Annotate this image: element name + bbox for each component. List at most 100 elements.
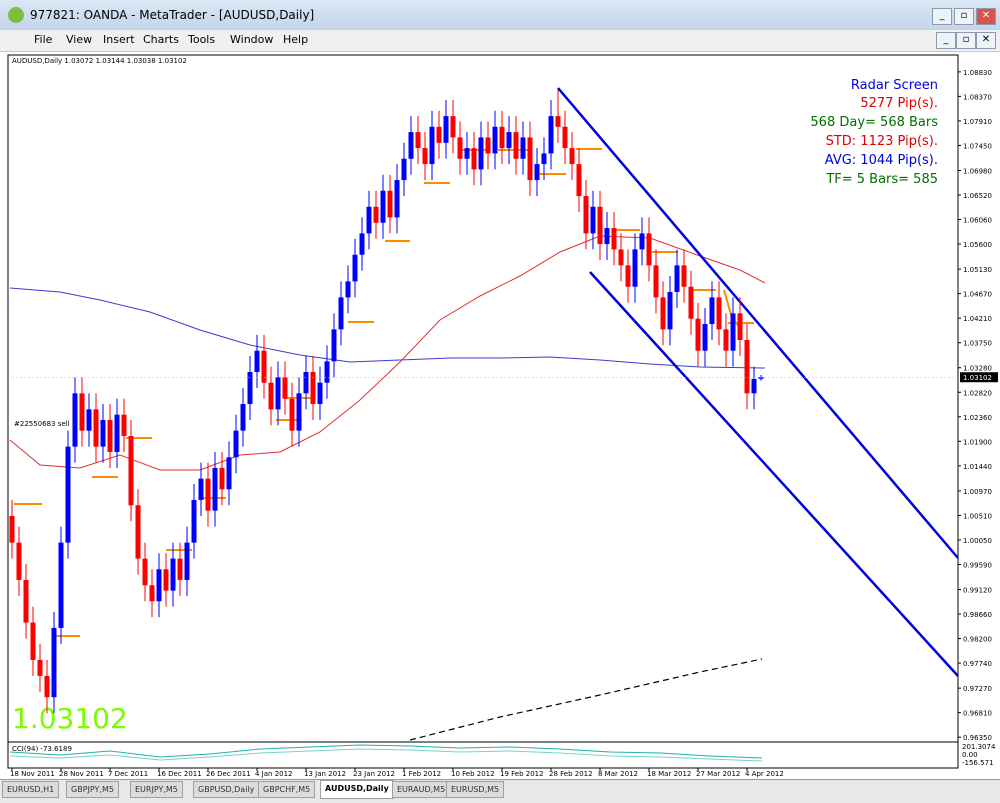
x-tick-label: 23 Jan 2012 xyxy=(353,770,395,778)
candle-body xyxy=(464,148,470,159)
candle-body xyxy=(282,377,288,399)
chart-tab[interactable]: EURAUD,M5 xyxy=(392,781,451,798)
x-tick-label: 19 Feb 2012 xyxy=(500,770,544,778)
minimize-button[interactable]: _ xyxy=(932,8,952,25)
candle-body xyxy=(16,542,22,580)
candle-body xyxy=(23,579,29,623)
candle-body xyxy=(226,457,232,490)
chart-tab[interactable]: AUDUSD,Daily xyxy=(320,780,394,799)
x-tick-label: 16 Dec 2011 xyxy=(157,770,202,778)
menu-item[interactable]: Window xyxy=(230,33,274,46)
candle-body xyxy=(674,265,680,293)
candle-body xyxy=(408,132,414,159)
candle-body xyxy=(744,340,750,394)
candle-body xyxy=(527,137,533,181)
chart-tab[interactable]: GBPJPY,M5 xyxy=(66,781,119,798)
child-restore[interactable]: ▫ xyxy=(956,32,976,49)
y-tick-label: 0.97740 xyxy=(963,660,992,668)
menu-item[interactable]: Charts xyxy=(143,33,179,46)
menu-item[interactable]: View xyxy=(66,33,93,46)
candle-body xyxy=(177,558,183,580)
y-tick-label: 1.08830 xyxy=(963,69,992,77)
menu-item[interactable]: Tools xyxy=(188,33,216,46)
x-tick-label: 4 Jan 2012 xyxy=(255,770,293,778)
candle-body xyxy=(569,148,575,165)
candle-body xyxy=(275,377,281,410)
candle-body xyxy=(72,393,78,447)
x-tick-label: 7 Dec 2011 xyxy=(108,770,148,778)
menu-item[interactable]: File xyxy=(34,33,53,46)
close-button[interactable]: ✕ xyxy=(976,8,996,25)
candle-body xyxy=(254,350,260,373)
candle-body xyxy=(107,419,113,452)
y-tick-label: 1.06980 xyxy=(963,167,992,175)
chart-tab[interactable]: GBPCHF,M5 xyxy=(258,781,316,798)
candle-body xyxy=(240,403,246,431)
chart-tab[interactable]: GBPUSD,Daily xyxy=(193,781,260,798)
y-tick-label: 1.07910 xyxy=(963,118,992,126)
cci-tick-label: -156.571 xyxy=(962,759,993,767)
candle-body xyxy=(345,281,351,298)
candle-body xyxy=(44,675,50,698)
y-tick-label: 1.07450 xyxy=(963,142,992,150)
chart-tab[interactable]: EURUSD,H1 xyxy=(2,781,60,798)
x-tick-label: 13 Jan 2012 xyxy=(304,770,346,778)
chart-background xyxy=(0,52,1000,779)
candle-body xyxy=(310,372,316,404)
candles xyxy=(9,89,764,714)
menu-item[interactable]: Help xyxy=(283,33,309,46)
candle-body xyxy=(366,206,372,234)
candle-body xyxy=(324,361,330,383)
x-tick-label: 26 Dec 2011 xyxy=(206,770,251,778)
candle-body xyxy=(205,478,211,511)
candle-body xyxy=(681,265,687,287)
cci-label: CCI(94) -73.6189 xyxy=(12,745,72,753)
candle-body xyxy=(506,132,512,149)
chart-tab[interactable]: EURJPY,M5 xyxy=(130,781,183,798)
candle-body xyxy=(709,297,715,325)
x-tick-label: 10 Feb 2012 xyxy=(451,770,495,778)
candle-body xyxy=(184,542,190,580)
candle-body xyxy=(450,116,456,138)
order-label: #22550683 sell xyxy=(14,420,70,428)
channel-upper xyxy=(557,87,959,559)
y-tick-label: 1.00970 xyxy=(963,488,992,496)
y-tick-label: 1.06060 xyxy=(963,217,992,225)
candle-body xyxy=(93,409,99,447)
y-tick-label: 1.03280 xyxy=(963,365,992,373)
candle-body xyxy=(170,558,176,591)
candle-body xyxy=(660,297,666,330)
candle-body xyxy=(541,153,547,165)
radar-title: Radar Screen xyxy=(851,78,938,93)
y-tick-label: 1.02820 xyxy=(963,389,992,397)
chart-tab[interactable]: EURUSD,M5 xyxy=(446,781,505,798)
window-title: 977821: OANDA - MetaTrader - [AUDUSD,Dai… xyxy=(30,8,315,22)
chart-header: AUDUSD,Daily 1.03072 1.03144 1.03038 1.0… xyxy=(12,57,187,65)
radar-line: STD: 1123 Pip(s). xyxy=(826,134,938,149)
restore-button[interactable]: ▫ xyxy=(954,8,974,25)
candle-body xyxy=(471,148,477,170)
x-tick-label: 8 Mar 2012 xyxy=(598,770,638,778)
y-tick-label: 0.97270 xyxy=(963,685,992,693)
child-minimize[interactable]: _ xyxy=(936,32,956,49)
candle-body xyxy=(198,478,204,500)
candle-body xyxy=(135,505,141,559)
candle-body xyxy=(702,324,708,351)
candle-body xyxy=(534,164,540,181)
candle-body xyxy=(331,329,337,362)
candle-body xyxy=(142,558,148,586)
candle-body xyxy=(79,393,85,431)
x-tick-label: 1 Feb 2012 xyxy=(402,770,441,778)
y-tick-label: 1.00050 xyxy=(963,537,992,545)
candle-body xyxy=(163,569,169,591)
child-close[interactable]: ✕ xyxy=(976,32,996,49)
cci-tick-label: 0.00 xyxy=(962,751,978,759)
candle-body xyxy=(86,409,92,431)
candle-body xyxy=(233,430,239,458)
radar-line: AVG: 1044 Pip(s). xyxy=(825,153,938,168)
menu-item[interactable]: Insert xyxy=(103,33,135,46)
radar-screen: Radar Screen 5277 Pip(s). 568 Day= 568 B… xyxy=(810,78,938,187)
radar-line: 568 Day= 568 Bars xyxy=(810,115,938,130)
candle-body xyxy=(359,233,365,255)
